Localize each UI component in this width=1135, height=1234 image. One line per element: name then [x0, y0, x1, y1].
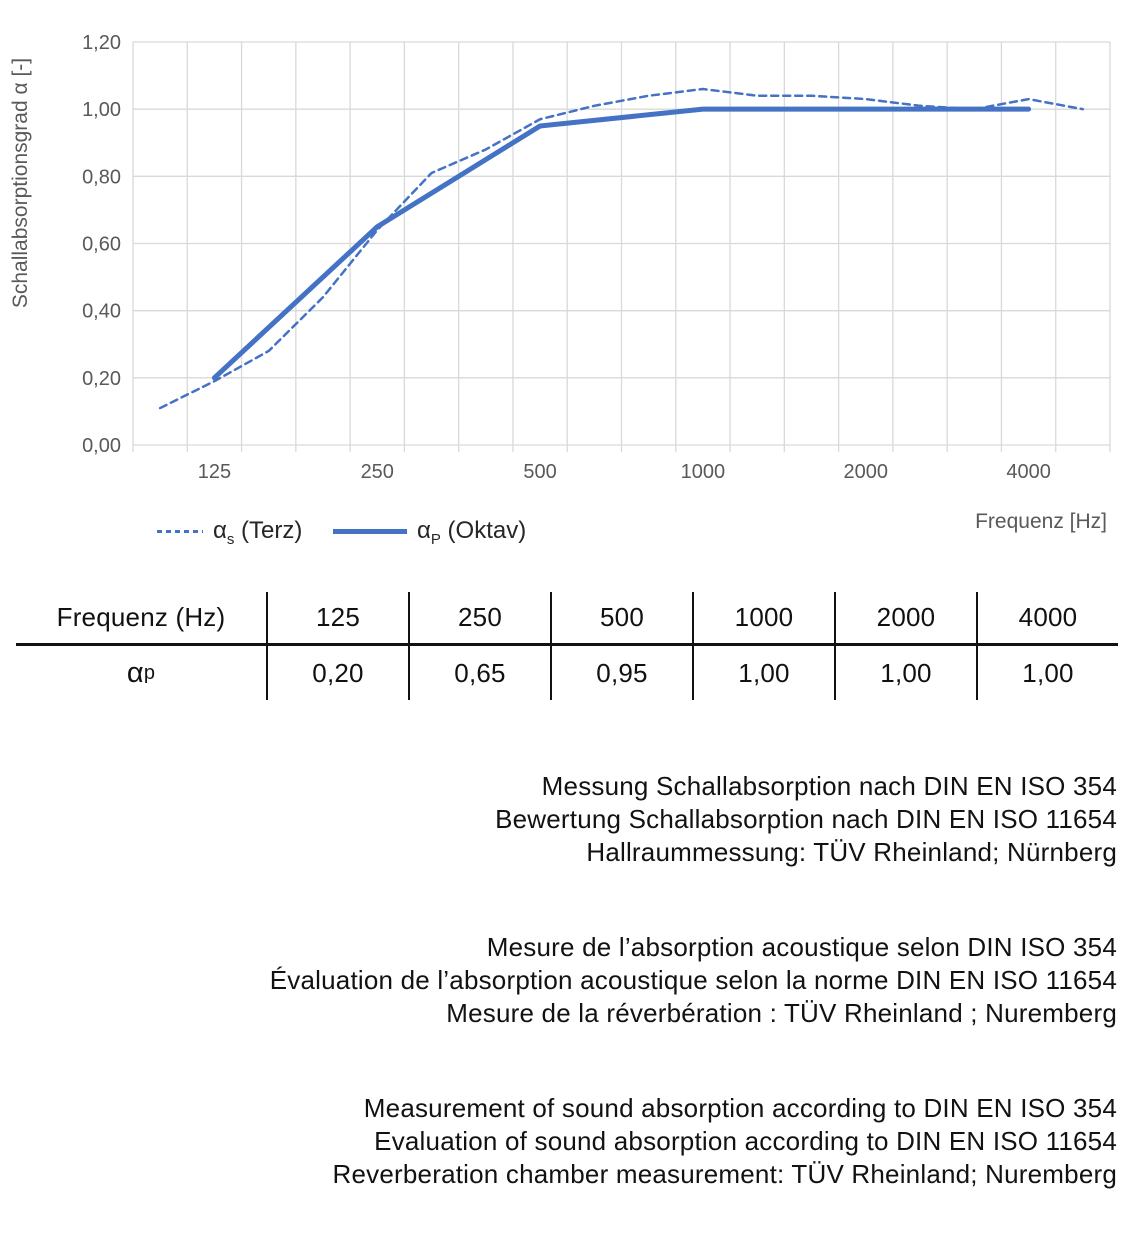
- x-tick-label: 1000: [681, 461, 726, 483]
- table-value: 0,95: [550, 646, 692, 700]
- series-line-terz: [158, 87, 1085, 410]
- terz-dashed-line-swatch: [157, 529, 203, 533]
- x-tick-label: 4000: [1006, 461, 1051, 483]
- table-value: 1,00: [692, 646, 834, 700]
- legend-terz-sub: s: [226, 530, 235, 548]
- note-line: Messung Schallabsorption nach DIN EN ISO…: [541, 771, 1117, 801]
- x-tick-label: 500: [523, 461, 556, 483]
- table-value: 1,00: [976, 646, 1118, 700]
- legend-oktav-rest: (Oktav): [440, 517, 527, 544]
- x-tick-label: 125: [198, 461, 231, 483]
- table-header-value: 125: [266, 592, 408, 646]
- table-header-value: 250: [408, 592, 550, 646]
- note-line: Reverberation chamber measurement: TÜV R…: [332, 1159, 1117, 1189]
- y-tick-label: 0,00: [82, 435, 121, 457]
- table-value: 0,20: [266, 646, 408, 700]
- legend-terz-alpha: α: [213, 517, 227, 544]
- legend-label-oktav: αP (Oktav): [417, 517, 527, 548]
- notes-section: Messung Schallabsorption nach DIN EN ISO…: [0, 770, 1135, 1191]
- x-tick-label: 2000: [844, 461, 889, 483]
- note-block-english: Measurement of sound absorption accordin…: [0, 1092, 1117, 1191]
- y-tick-label: 1,00: [82, 99, 121, 121]
- table-value: 1,00: [834, 646, 976, 700]
- note-block-french: Mesure de l’absorption acoustique selon …: [0, 931, 1117, 1030]
- y-tick-label: 1,20: [82, 32, 121, 54]
- series-line-oktav: [211, 106, 1032, 381]
- legend-item-terz: αs (Terz): [157, 517, 303, 548]
- legend-label-terz: αs (Terz): [213, 517, 303, 548]
- note-line: Hallraummessung: TÜV Rheinland; Nürnberg: [586, 837, 1117, 867]
- legend-item-oktav: αP (Oktav): [333, 517, 527, 548]
- table-header-value: 2000: [834, 592, 976, 646]
- measurement-report: 0,00 0,20 0,40 0,60 0,80 1,00 1,20 125 250 500 100…: [0, 0, 1135, 1191]
- table-header-value: 500: [550, 592, 692, 646]
- note-line: Mesure de l’absorption acoustique selon …: [486, 932, 1117, 962]
- legend-oktav-sub: P: [430, 530, 441, 548]
- table-header-value: 4000: [976, 592, 1118, 646]
- note-line: Bewertung Schallabsorption nach DIN EN I…: [495, 804, 1117, 834]
- note-line: Evaluation of sound absorption according…: [374, 1126, 1117, 1156]
- alpha-symbol: α: [126, 656, 144, 689]
- table-header-frequency: Frequenz (Hz): [16, 592, 266, 646]
- table-header-value: 1000: [692, 592, 834, 646]
- note-line: Mesure de la réverbération : TÜV Rheinla…: [446, 998, 1117, 1028]
- note-line: Measurement of sound absorption accordin…: [363, 1093, 1117, 1123]
- chart-area: 0,00 0,20 0,40 0,60 0,80 1,00 1,20 125 250 500 100…: [0, 0, 1135, 575]
- note-line: Évaluation de l’absorption acoustique se…: [269, 965, 1117, 995]
- y-tick-label: 0,40: [82, 301, 121, 323]
- legend-terz-rest: (Terz): [234, 517, 303, 544]
- absorption-chart: 0,00 0,20 0,40 0,60 0,80 1,00 1,20 125 250 500 100…: [9, 32, 1111, 533]
- table-value: 0,65: [408, 646, 550, 700]
- y-tick-label: 0,80: [82, 166, 121, 188]
- legend-oktav-alpha: α: [417, 517, 431, 544]
- x-tick-label: 250: [361, 461, 394, 483]
- oktav-solid-line-swatch: [333, 528, 407, 534]
- absorption-table: Frequenz (Hz) 125 250 500 1000 2000 4000…: [16, 592, 1135, 700]
- y-axis-title: Schallabsorptionsgrad α [-]: [9, 58, 32, 308]
- y-tick-label: 0,60: [82, 234, 121, 256]
- note-block-german: Messung Schallabsorption nach DIN EN ISO…: [0, 770, 1117, 869]
- x-axis-title: Frequenz [Hz]: [975, 510, 1107, 533]
- y-tick-label: 0,20: [82, 368, 121, 390]
